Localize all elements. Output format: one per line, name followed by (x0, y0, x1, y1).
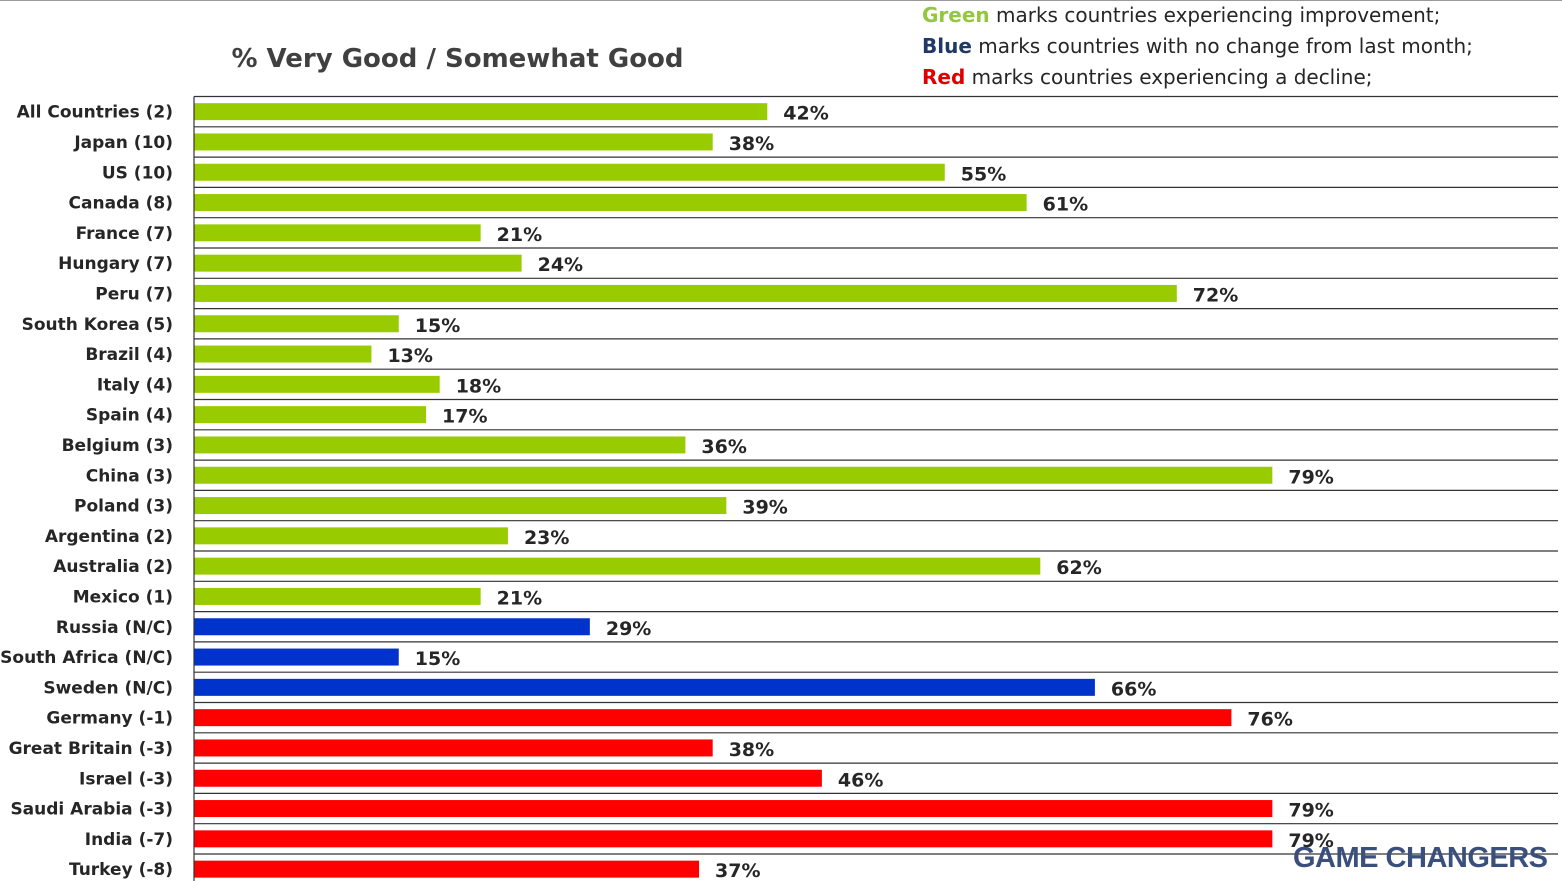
category-label: China (3) (86, 466, 173, 486)
value-label: 17% (442, 406, 487, 428)
value-label: 15% (415, 648, 460, 670)
bar-17 (194, 618, 590, 636)
value-label: 23% (524, 527, 569, 549)
value-label: 13% (387, 345, 432, 367)
category-label: Russia (N/C) (56, 618, 173, 638)
value-label: 39% (742, 497, 787, 519)
value-label: 55% (961, 163, 1006, 185)
category-label: Israel (-3) (79, 769, 173, 789)
category-label: Hungary (7) (58, 254, 173, 274)
bar-18 (194, 648, 399, 666)
category-label: India (-7) (85, 830, 173, 850)
category-label: Spain (4) (86, 406, 173, 426)
category-label: South Africa (N/C) (0, 648, 173, 668)
category-label: Japan (10) (73, 133, 173, 153)
value-label: 46% (838, 769, 883, 791)
value-label: 24% (538, 254, 583, 276)
category-label: South Korea (5) (22, 315, 173, 335)
bar-1 (194, 133, 713, 151)
value-label: 76% (1247, 709, 1292, 731)
gridlines (194, 95, 1558, 855)
bar-12 (194, 466, 1273, 484)
bar-5 (194, 254, 522, 272)
bar-14 (194, 527, 508, 545)
bar-2 (194, 163, 945, 181)
value-label: 15% (415, 315, 460, 337)
category-label: France (7) (76, 224, 173, 244)
value-label: 79% (1288, 800, 1333, 822)
value-label: 79% (1288, 466, 1333, 488)
bar-25 (194, 860, 700, 878)
bar-15 (194, 557, 1041, 575)
legend: Green marks countries experiencing impro… (922, 0, 1473, 93)
bar-19 (194, 678, 1095, 696)
value-label: 21% (497, 587, 542, 609)
top-rule (0, 0, 1562, 1)
bar-4 (194, 224, 481, 242)
bar-20 (194, 709, 1232, 727)
category-label: Great Britain (-3) (9, 739, 173, 759)
category-label: Canada (8) (69, 194, 173, 214)
legend-green-keyword: Green (922, 3, 990, 27)
category-label: All Countries (2) (17, 103, 173, 123)
bar-6 (194, 284, 1177, 302)
legend-line-red: Red marks countries experiencing a decli… (922, 62, 1473, 93)
category-label: Saudi Arabia (-3) (10, 800, 173, 820)
value-label: 61% (1043, 194, 1088, 216)
category-label: Belgium (3) (62, 436, 173, 456)
value-label: 38% (729, 133, 774, 155)
category-label: Australia (2) (53, 557, 173, 577)
category-label: US (10) (102, 163, 173, 183)
legend-line-blue: Blue marks countries with no change from… (922, 31, 1473, 62)
bar-7 (194, 315, 399, 333)
legend-red-keyword: Red (922, 65, 966, 89)
bar-16 (194, 587, 481, 605)
value-label: 62% (1056, 557, 1101, 579)
legend-red-text: marks countries experiencing a decline; (965, 65, 1373, 89)
bar-3 (194, 194, 1027, 212)
bar-21 (194, 739, 713, 757)
value-label: 29% (606, 618, 651, 640)
bar-22 (194, 769, 822, 787)
bar-13 (194, 497, 727, 515)
category-label: Mexico (1) (73, 587, 173, 607)
category-labels: All Countries (2) Japan (10) US (10) Canada… (0, 103, 173, 881)
value-label: 36% (701, 436, 746, 458)
value-label: 66% (1111, 678, 1156, 700)
category-label: Brazil (4) (85, 345, 173, 365)
category-label: Germany (-1) (46, 709, 173, 729)
legend-blue-text: marks countries with no change from last… (971, 34, 1473, 58)
legend-line-green: Green marks countries experiencing impro… (922, 0, 1473, 31)
category-label: Peru (7) (95, 284, 173, 304)
value-label: 38% (729, 739, 774, 761)
category-label: Argentina (2) (45, 527, 173, 547)
legend-green-text: marks countries experiencing improvement… (989, 3, 1441, 27)
value-label: 42% (783, 103, 828, 125)
category-label: Turkey (-8) (69, 860, 173, 880)
category-label: Italy (4) (97, 375, 173, 395)
value-labels: 42% 38% 55% 61% 21% 24% 72% 15% 13% 18% 17% 36% 79% 3… (387, 103, 1333, 881)
bar-11 (194, 436, 686, 454)
bar-0 (194, 103, 768, 121)
value-label: 72% (1193, 284, 1238, 306)
legend-blue-keyword: Blue (922, 34, 972, 58)
value-label: 37% (715, 860, 760, 881)
value-label: 18% (456, 375, 501, 397)
category-label: Sweden (N/C) (43, 678, 173, 698)
bar-24 (194, 830, 1273, 848)
category-label: Poland (3) (74, 497, 173, 517)
chart-title: % Very Good / Somewhat Good (231, 44, 684, 74)
bar-9 (194, 375, 440, 393)
value-label: 21% (497, 224, 542, 246)
watermark-logo: GAME CHANGERS (1293, 842, 1548, 874)
bar-8 (194, 345, 372, 363)
value-label: 79% (1288, 830, 1333, 852)
bar-10 (194, 406, 427, 424)
bars (194, 103, 1273, 878)
bar-23 (194, 800, 1273, 818)
